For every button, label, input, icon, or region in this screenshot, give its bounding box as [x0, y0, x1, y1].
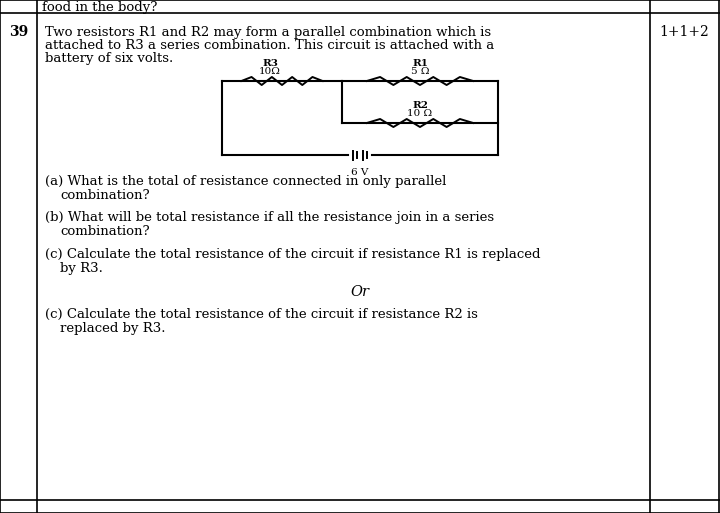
Text: (a) What is the total of resistance connected in only parallel: (a) What is the total of resistance conn… [45, 175, 446, 188]
Text: food in the body?: food in the body? [42, 1, 158, 13]
Text: battery of six volts.: battery of six volts. [45, 52, 174, 65]
Text: combination?: combination? [60, 225, 150, 238]
Text: attached to R3 a series combination. This circuit is attached with a: attached to R3 a series combination. Thi… [45, 39, 494, 52]
Text: by R3.: by R3. [60, 262, 103, 275]
Text: R1: R1 [412, 59, 428, 68]
Text: 10 Ω: 10 Ω [408, 109, 433, 118]
Text: R3: R3 [262, 59, 278, 68]
Text: combination?: combination? [60, 189, 150, 202]
Text: R2: R2 [412, 101, 428, 110]
Text: 10Ω: 10Ω [259, 67, 281, 76]
Text: (c) Calculate the total resistance of the circuit if resistance R1 is replaced: (c) Calculate the total resistance of th… [45, 248, 541, 261]
Text: Or: Or [351, 285, 369, 299]
Text: Two resistors R1 and R2 may form a parallel combination which is: Two resistors R1 and R2 may form a paral… [45, 26, 491, 39]
Text: replaced by R3.: replaced by R3. [60, 322, 166, 335]
Text: 6 V: 6 V [351, 168, 369, 177]
Text: 5 Ω: 5 Ω [410, 67, 429, 76]
Text: (b) What will be total resistance if all the resistance join in a series: (b) What will be total resistance if all… [45, 211, 494, 224]
Text: 1+1+2: 1+1+2 [660, 25, 709, 39]
Text: 39: 39 [9, 25, 28, 39]
Text: (c) Calculate the total resistance of the circuit if resistance R2 is: (c) Calculate the total resistance of th… [45, 308, 478, 321]
